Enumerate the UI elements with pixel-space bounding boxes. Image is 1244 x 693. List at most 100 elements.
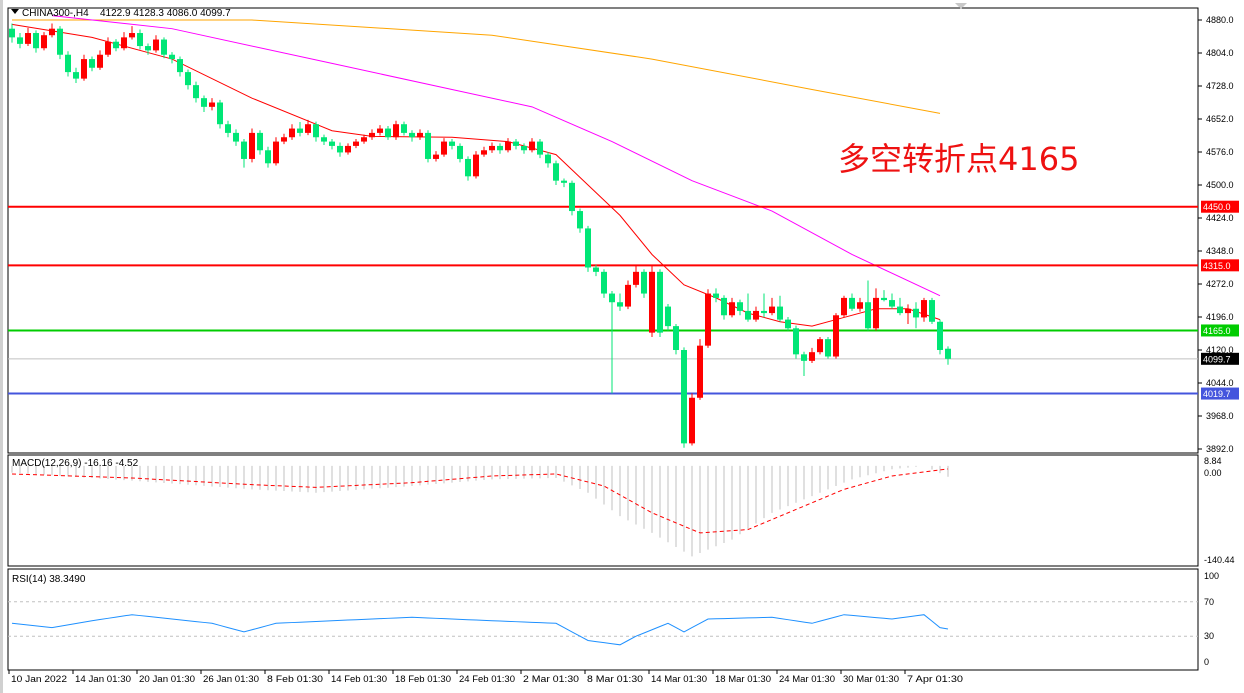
candle-body xyxy=(297,128,303,133)
candle-body xyxy=(513,141,519,146)
candle-body xyxy=(217,102,223,125)
time-tick-label: 26 Jan 01:30 xyxy=(203,674,259,684)
chart-header-symbol: CHINA300-,H4 xyxy=(22,8,89,19)
time-tick-label: 14 Feb 01:30 xyxy=(331,674,387,684)
candle-body xyxy=(649,271,655,333)
price-tick-label: 4196.0 xyxy=(1206,312,1234,322)
level-tag xyxy=(1201,324,1239,337)
candle-body xyxy=(585,228,591,268)
candle-body xyxy=(889,300,895,307)
candle-body xyxy=(841,297,847,316)
candle-body xyxy=(849,297,855,309)
candle-body xyxy=(385,128,391,138)
candle-body xyxy=(73,72,79,79)
price-tick-label: 3892.0 xyxy=(1206,444,1234,454)
price-tick-label: 3968.0 xyxy=(1206,411,1234,421)
candle-body xyxy=(545,154,551,164)
rsi-axis-label: 0 xyxy=(1204,657,1209,667)
chart-shift-marker-icon[interactable] xyxy=(955,3,967,9)
candle-body xyxy=(865,302,871,329)
candle-body xyxy=(345,145,351,153)
candle-body xyxy=(569,182,575,212)
candle-body xyxy=(329,141,335,146)
level-tag-label: 4450.0 xyxy=(1203,202,1231,212)
candle-body xyxy=(633,271,639,285)
candle-body xyxy=(681,350,687,444)
candle-body xyxy=(609,293,615,303)
candle-body xyxy=(521,145,527,151)
candle-body xyxy=(929,300,935,322)
candle-body xyxy=(777,306,783,320)
rsi-axis-label: 70 xyxy=(1204,597,1214,607)
candle-body xyxy=(417,132,423,138)
macd-label: MACD(12,26,9) -16.16 -4.52 xyxy=(12,458,139,469)
time-tick-label: 8 Feb 01:30 xyxy=(267,674,323,684)
candle-body xyxy=(49,28,55,36)
macd-pane[interactable]: 8.84 0.00 -140.44 xyxy=(7,454,1235,567)
candle-body xyxy=(465,158,471,177)
candle-body xyxy=(185,72,191,86)
macd-pane-frame xyxy=(7,454,1199,567)
candle-body xyxy=(193,85,199,99)
level-tag xyxy=(1201,200,1239,213)
candle-body xyxy=(729,302,735,316)
candle-body xyxy=(369,132,375,138)
candle-body xyxy=(241,141,247,159)
level-tag-label: 4019.7 xyxy=(1203,389,1231,399)
rsi-axis-label: 100 xyxy=(1204,571,1219,581)
price-pane-frame xyxy=(7,7,1199,454)
candle-body xyxy=(737,302,743,311)
time-tick-label: 18 Mar 01:30 xyxy=(715,674,771,684)
window-edge xyxy=(0,0,3,693)
candle-body xyxy=(249,132,255,159)
candle-body xyxy=(697,345,703,398)
candle-body xyxy=(161,39,167,55)
candle-body xyxy=(713,293,719,298)
candle-body xyxy=(177,59,183,73)
candle-body xyxy=(233,132,239,142)
time-tick-label: 10 Jan 2022 xyxy=(11,674,67,684)
level-tag xyxy=(1201,352,1239,365)
candle-body xyxy=(65,54,71,73)
candle-body xyxy=(449,141,455,146)
price-tick-label: 4804.0 xyxy=(1206,48,1234,58)
dropdown-triangle-icon[interactable] xyxy=(11,9,19,14)
time-tick-label: 7 Apr 01:30 xyxy=(907,674,963,684)
candle-body xyxy=(25,33,31,44)
candle-body xyxy=(761,310,767,314)
candle-body xyxy=(129,33,135,38)
candle-body xyxy=(441,141,447,155)
time-tick-label: 14 Jan 01:30 xyxy=(75,674,131,684)
candle-body xyxy=(9,28,15,38)
candle-body xyxy=(401,124,407,133)
candle-body xyxy=(41,35,47,49)
rsi-axis-label: 30 xyxy=(1204,631,1214,641)
candle-body xyxy=(201,98,207,107)
candle-body xyxy=(809,352,815,361)
time-tick-label: 18 Feb 01:30 xyxy=(395,674,451,684)
candle-body xyxy=(273,141,279,164)
time-tick-label: 14 Mar 01:30 xyxy=(651,674,707,684)
candle-body xyxy=(793,328,799,355)
price-pane[interactable]: 4880.0 4804.0 4728.0 4652.0 4576.0 4500.0 4424… xyxy=(7,7,1234,454)
rsi-pane[interactable]: 100 70 30 0 xyxy=(7,568,1219,671)
macd-axis-label: 8.84 xyxy=(1204,456,1222,466)
candle-body xyxy=(225,124,231,133)
time-tick-label: 20 Jan 01:30 xyxy=(139,674,195,684)
macd-signal-line xyxy=(11,468,949,534)
candle-body xyxy=(881,297,887,301)
candle-body xyxy=(425,132,431,159)
candle-body xyxy=(617,302,623,307)
candle-body xyxy=(153,39,159,51)
candle-body xyxy=(921,300,927,318)
candle-body xyxy=(753,310,759,320)
time-tick-label: 24 Mar 01:30 xyxy=(779,674,835,684)
candle-body xyxy=(361,137,367,142)
candle-body xyxy=(673,326,679,350)
candle-body xyxy=(137,33,143,47)
candle-body xyxy=(913,308,919,318)
candle-body xyxy=(169,54,175,60)
candle-body xyxy=(721,297,727,316)
level-tag-label: 4099.7 xyxy=(1203,354,1231,364)
